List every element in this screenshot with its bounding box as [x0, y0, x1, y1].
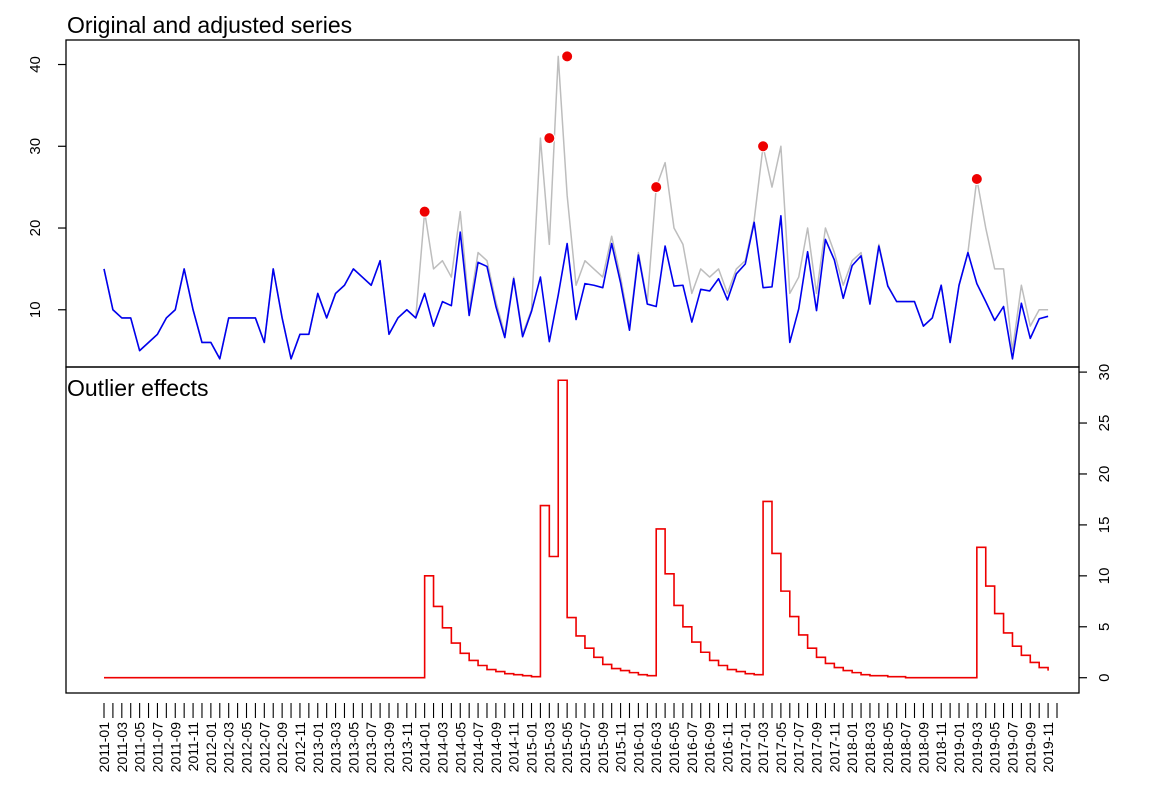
outlier-point [757, 140, 770, 153]
x-tick-label: 2018-09 [915, 722, 931, 774]
x-tick-label: 2016-09 [702, 722, 718, 774]
x-tick-label: 2019-09 [1022, 722, 1038, 774]
x-tick-label: 2015-09 [595, 722, 611, 774]
x-tick-label: 2011-01 [96, 722, 112, 773]
top-y-tick-label: 40 [27, 56, 44, 73]
x-tick-label: 2014-05 [452, 722, 468, 774]
x-tick-label: 2017-03 [755, 722, 771, 774]
x-tick-label: 2012-01 [203, 722, 219, 774]
top-series-group [103, 55, 1049, 360]
x-tick-label: 2012-07 [256, 722, 272, 774]
bottom-y-tick-label: 5 [1096, 623, 1113, 631]
bottom-y-tick-label: 10 [1096, 568, 1113, 585]
outlier-point [543, 132, 556, 145]
bottom-y-tick-label: 20 [1096, 466, 1113, 483]
top-y-tick-label: 30 [27, 138, 44, 155]
x-axis: 2011-01 2011-03 2011-05 2011-07 2011-09 2011-… [96, 703, 1058, 774]
top-y-tick-label: 10 [27, 301, 44, 318]
x-tick-label: 2015-11 [613, 722, 629, 773]
x-tick-label: 2015-07 [577, 722, 593, 774]
x-tick-label: 2011-09 [167, 722, 183, 773]
x-tick-label: 2015-01 [524, 722, 540, 774]
x-tick-label: 2016-11 [719, 722, 735, 773]
x-tick-label: 2014-01 [417, 722, 433, 774]
x-tick-label: 2019-11 [1040, 722, 1056, 773]
x-tick-label: 2014-03 [434, 722, 450, 774]
outlier-effects-step-line [104, 379, 1049, 679]
x-tick-label: 2019-05 [987, 722, 1003, 774]
x-tick-label: 2013-11 [399, 722, 415, 773]
bottom-plot-frame [65, 366, 1080, 694]
x-tick-label: 2016-01 [630, 722, 646, 774]
outlier-points-group [418, 50, 983, 218]
x-tick-label: 2011-03 [114, 722, 130, 773]
x-tick-label: 2012-05 [239, 722, 255, 774]
x-tick-label: 2013-09 [381, 722, 397, 774]
x-tick-label: 2017-09 [809, 722, 825, 774]
x-tick-label: 2016-05 [666, 722, 682, 774]
x-tick-label: 2011-07 [149, 722, 165, 773]
top-panel: Original and adjusted series 10 20 30 40 [27, 12, 1080, 368]
bottom-y-tick-label: 25 [1096, 415, 1113, 432]
x-tick-label: 2013-07 [363, 722, 379, 774]
x-tick-label: 2018-03 [862, 722, 878, 774]
x-tick-label: 2019-03 [969, 722, 985, 774]
outlier-point [561, 50, 574, 63]
x-tick-label: 2018-05 [880, 722, 896, 774]
bottom-y-axis: 0 5 10 15 20 25 30 [1079, 364, 1113, 682]
x-tick-label: 2011-11 [185, 722, 201, 772]
x-tick-label: 2016-03 [648, 722, 664, 774]
bottom-y-tick-label: 15 [1096, 517, 1113, 534]
x-tick-label: 2019-01 [951, 722, 967, 774]
top-chart-title: Original and adjusted series [67, 12, 352, 38]
x-tick-label: 2017-05 [773, 722, 789, 774]
x-tick-label: 2014-11 [506, 722, 522, 773]
x-tick-label: 2017-07 [791, 722, 807, 774]
x-tick-label: 2016-07 [684, 722, 700, 774]
x-tick-label: 2017-01 [737, 722, 753, 774]
x-tick-label: 2017-11 [826, 722, 842, 773]
x-tick-label: 2015-03 [541, 722, 557, 774]
x-tick-label: 2018-01 [844, 722, 860, 774]
bottom-y-tick-label: 30 [1096, 364, 1113, 381]
x-tick-label: 2018-07 [898, 722, 914, 774]
x-tick-label: 2014-07 [470, 722, 486, 774]
x-tick-label: 2012-11 [292, 722, 308, 773]
bottom-series-group [104, 379, 1049, 679]
x-tick-label: 2011-05 [132, 722, 148, 773]
x-tick-label: 2018-11 [933, 722, 949, 773]
outlier-point [418, 205, 431, 218]
bottom-y-tick-label: 0 [1096, 674, 1113, 682]
x-tick-label: 2013-01 [310, 722, 326, 774]
x-tick-label: 2013-03 [328, 722, 344, 774]
top-y-tick-label: 20 [27, 220, 44, 237]
top-plot-frame [65, 39, 1080, 368]
x-tick-label: 2015-05 [559, 722, 575, 774]
x-tick-label: 2014-09 [488, 722, 504, 774]
outlier-point [970, 172, 983, 185]
x-tick-label: 2013-05 [345, 722, 361, 774]
x-tick-label: 2012-03 [221, 722, 237, 774]
outlier-point [650, 181, 663, 194]
bottom-chart-title: Outlier effects [67, 375, 208, 401]
adjusted-series-line [103, 214, 1049, 360]
x-tick-label: 2012-09 [274, 722, 290, 774]
x-tick-label: 2019-07 [1004, 722, 1020, 774]
top-y-axis: 10 20 30 40 [27, 56, 66, 318]
